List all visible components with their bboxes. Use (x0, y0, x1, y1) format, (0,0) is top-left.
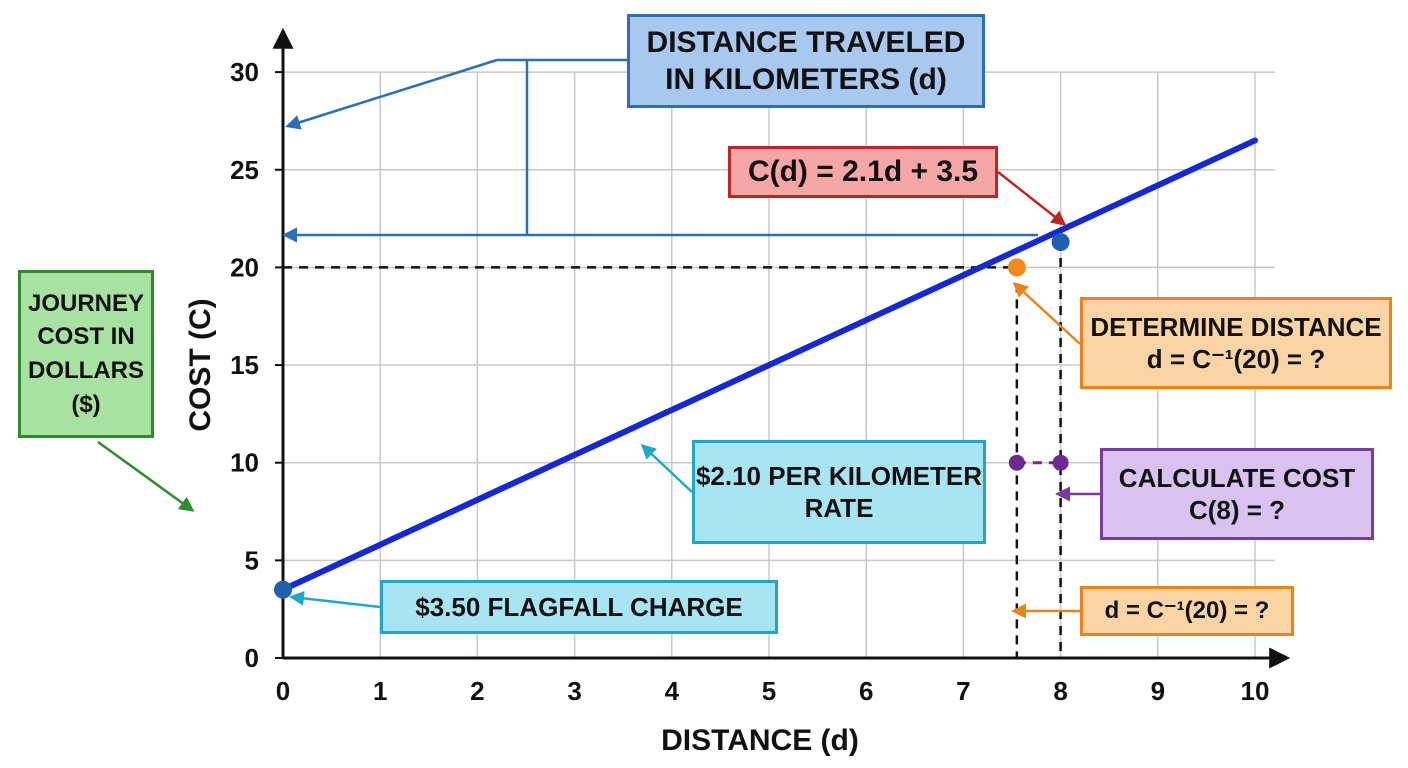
journey-cost-line2: COST IN (37, 323, 135, 351)
determine-distance-line2: d = C⁻¹(20) = ? (1146, 344, 1326, 374)
purple-point-left (1008, 454, 1025, 471)
flagfall-text: $3.50 FLAGFALL CHARGE (415, 591, 743, 622)
per-km-rate-arrow (640, 443, 693, 493)
calculate-cost-line2: C(8) = ? (1188, 495, 1286, 525)
x-tick-label-4: 4 (665, 676, 680, 706)
x-tick-label-1: 1 (373, 676, 387, 706)
flagfall-point (274, 580, 292, 599)
axes (272, 27, 1291, 669)
formula-text: C(d) = 2.1d + 3.5 (747, 155, 979, 189)
y-tick-label-5: 5 (245, 545, 259, 575)
annotation-arrows (97, 58, 1100, 619)
purple-point-right (1052, 454, 1069, 471)
determine-distance-callout: DETERMINE DISTANCE d = C⁻¹(20) = ? (1080, 297, 1392, 389)
y-axis-title: COST (C) (184, 298, 217, 431)
inverse-20-point (1007, 258, 1026, 277)
journey-cost-line4: ($) (71, 390, 101, 418)
y-tick-label-10: 10 (230, 448, 259, 478)
y-tick-label-0: 0 (245, 643, 259, 673)
y-tick-label-25: 25 (230, 155, 259, 185)
inverse-small-text: d = C⁻¹(20) = ? (1104, 597, 1270, 624)
cost-at-8-point (1051, 233, 1070, 252)
per-km-rate-callout: $2.10 PER KILOMETER RATE (692, 440, 986, 544)
series (280, 137, 1258, 593)
x-tick-label-6: 6 (859, 676, 873, 706)
determine-distance-line1: DETERMINE DISTANCE (1090, 311, 1382, 342)
journey-cost-callout: JOURNEY COST IN DOLLARS ($) (18, 270, 154, 438)
y-tick-label-15: 15 (230, 350, 259, 380)
x-tick-label-3: 3 (567, 676, 581, 706)
journey-cost-line1: JOURNEY (27, 289, 145, 317)
per-km-rate-line2: RATE (804, 493, 874, 523)
distance-traveled-callout: DISTANCE TRAVELED IN KILOMETERS (d) (627, 14, 985, 108)
calculate-cost-line1: CALCULATE COST (1118, 462, 1356, 493)
x-axis-title: DISTANCE (d) (661, 724, 859, 757)
calculate-cost-callout: CALCULATE COST C(8) = ? (1100, 448, 1374, 540)
x-tick-label-9: 9 (1151, 676, 1165, 706)
flagfall-arrow (289, 590, 381, 609)
cost-function-line (280, 137, 1258, 593)
formula-callout: C(d) = 2.1d + 3.5 (728, 146, 998, 198)
journey-cost-line3: DOLLARS (28, 357, 144, 384)
distance-traveled-line2: IN KILOMETERS (d) (665, 63, 947, 96)
y-tick-label-30: 30 (230, 57, 259, 87)
x-tick-label-2: 2 (470, 676, 484, 706)
distance-callout-arrow-upper (285, 58, 498, 130)
x-tick-label-8: 8 (1053, 676, 1067, 706)
formula-arrow (997, 171, 1067, 226)
distance-traveled-line1: DISTANCE TRAVELED (646, 25, 966, 59)
tick-labels: 0 1 2 3 4 5 6 7 8 9 10 0 5 10 15 20 25 30 (230, 57, 1269, 706)
x-tick-label-7: 7 (956, 676, 970, 706)
flagfall-callout: $3.50 FLAGFALL CHARGE (380, 580, 778, 634)
inverse-small-callout: d = C⁻¹(20) = ? (1080, 586, 1294, 636)
x-tick-label-10: 10 (1241, 676, 1270, 706)
data-points (274, 233, 1070, 599)
y-tick-label-20: 20 (230, 252, 259, 282)
per-km-rate-line1: $2.10 PER KILOMETER (695, 460, 983, 491)
journey-cost-arrow (97, 440, 195, 512)
determine-distance-arrow (1012, 281, 1081, 345)
x-tick-label-5: 5 (762, 676, 776, 706)
x-tick-label-0: 0 (276, 676, 290, 706)
